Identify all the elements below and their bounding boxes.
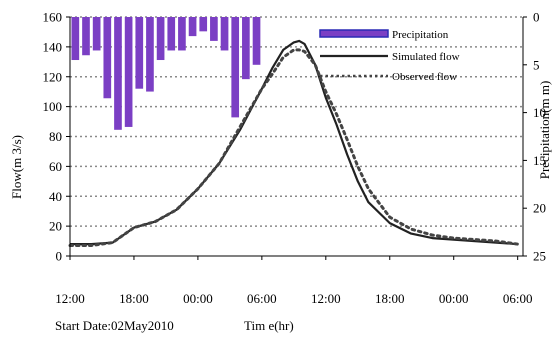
precipitation-bar-17: [252, 17, 261, 65]
y-right-tick-label-0: 0: [533, 10, 540, 25]
y-right-tick-label-4: 20: [533, 201, 546, 216]
precipitation-bar-14: [220, 17, 229, 51]
y-right-tick-label-5: 25: [533, 249, 546, 264]
axes: [66, 16, 527, 260]
x-tick-label-0: 12:00: [55, 291, 85, 306]
y-right-tick-label-2: 10: [533, 105, 546, 120]
legend-precipitation-label: Precipitation: [392, 29, 449, 41]
precipitation-bar-1: [82, 17, 90, 56]
precipitation-bar-8: [156, 17, 165, 61]
y-axis-left-title: Flow(m 3/s): [9, 135, 24, 199]
y-left-tick-label-2: 40: [49, 189, 62, 204]
observed-flow-line: [68, 48, 520, 247]
y-left-tick-label-7: 140: [43, 39, 63, 54]
legend-observed-label: Observed flow: [392, 71, 457, 83]
legend-precipitation-swatch: [319, 29, 389, 38]
y-left-tick-label-3: 60: [49, 159, 62, 174]
y-left-tick-label-0: 0: [56, 249, 63, 264]
precipitation-bar-3: [103, 17, 112, 99]
y-left-tick-label-5: 100: [43, 99, 63, 114]
y-left-tick-label-8: 160: [43, 10, 63, 25]
x-axis-title: Tim e(hr): [244, 318, 294, 333]
y-axis-right-title: Precipitation(m m): [537, 81, 552, 180]
precipitation-bar-9: [167, 17, 176, 51]
precipitation-bar-7: [146, 17, 154, 92]
precipitation-bar-16: [242, 17, 250, 80]
y-left-tick-label-4: 80: [49, 129, 62, 144]
legend-simulated-label: Simulated flow: [392, 51, 460, 63]
precipitation-bar-15: [231, 17, 240, 118]
tick-labels: 0 20 40 60 80 100 120 140 160 0 5 10 15 20 25 12:00 18:0…: [43, 10, 547, 307]
start-date-label: Start Date:02May2010: [55, 318, 174, 333]
flow-lines: [68, 39, 520, 247]
x-tick-label-7: 06:00: [503, 291, 533, 306]
x-tick-label-1: 18:00: [119, 291, 149, 306]
precipitation-bar-0: [71, 17, 80, 61]
precipitation-bar-2: [92, 17, 101, 51]
grid-lines: [70, 16, 523, 227]
y-right-tick-label-3: 15: [533, 153, 546, 168]
precipitation-bars: [71, 17, 261, 130]
x-tick-label-5: 18:00: [375, 291, 405, 306]
y-left-tick-label-6: 120: [43, 69, 63, 84]
precipitation-bar-12: [199, 17, 208, 32]
precipitation-bar-10: [178, 17, 186, 51]
x-tick-label-3: 06:00: [247, 291, 277, 306]
y-left-tick-label-1: 20: [49, 219, 62, 234]
y-right-tick-label-1: 5: [533, 57, 540, 72]
precipitation-bar-11: [188, 17, 197, 37]
legend: Precipitation Simulated flow Observed fl…: [319, 29, 460, 83]
precipitation-bar-6: [135, 17, 144, 89]
precipitation-bar-13: [210, 17, 218, 41]
x-tick-label-4: 12:00: [311, 291, 341, 306]
x-tick-label-2: 00:00: [183, 291, 213, 306]
x-tick-label-6: 00:00: [439, 291, 469, 306]
precipitation-bar-4: [114, 17, 122, 130]
precipitation-bar-5: [124, 17, 133, 127]
